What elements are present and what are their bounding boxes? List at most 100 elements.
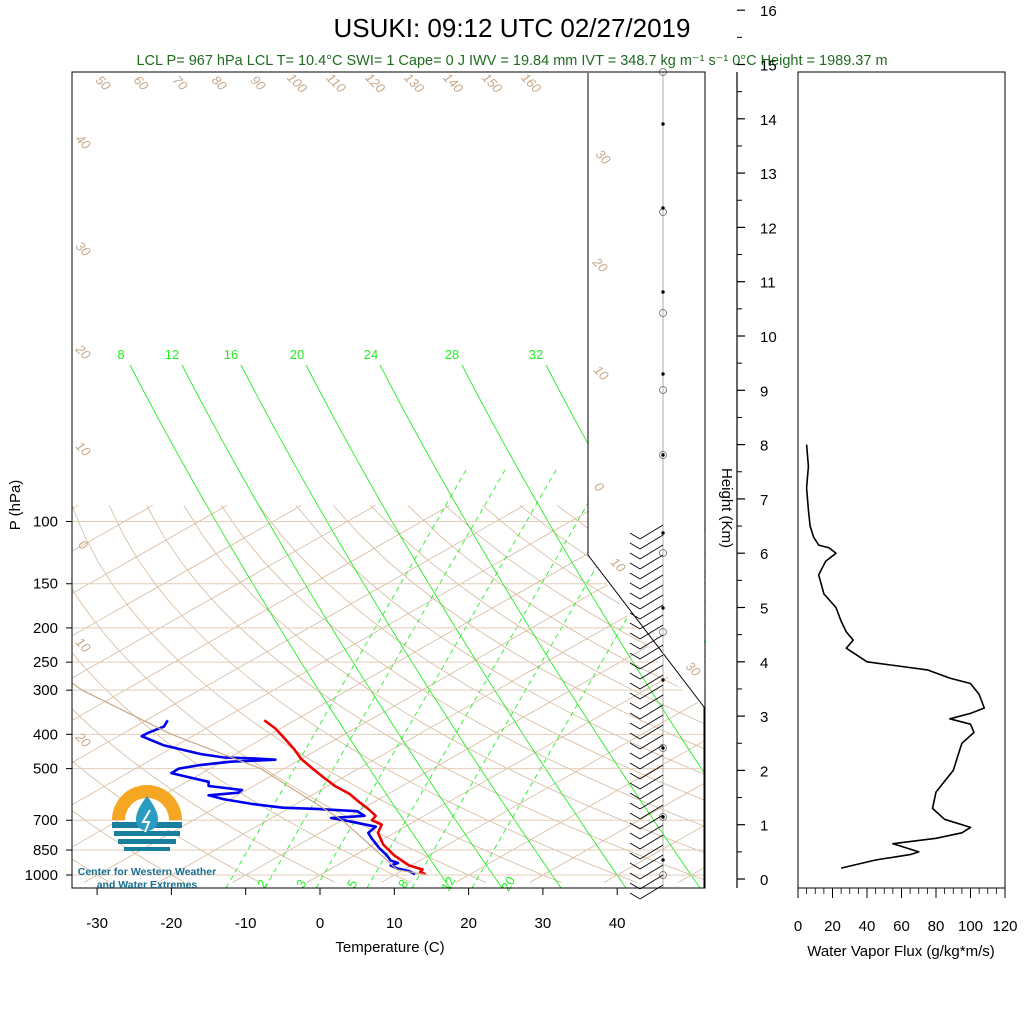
- isotherm-line: [72, 504, 674, 848]
- wind-barb-shaft: [639, 784, 664, 800]
- mixing-ratio-label: 20: [498, 874, 518, 894]
- temperature-tick-label: 30: [535, 915, 552, 932]
- wind-barb-shaft: [639, 614, 664, 630]
- wind-calm-marker: [659, 386, 667, 394]
- pressure-tick-label: 300: [33, 682, 58, 699]
- pressure-tick-label: 100: [33, 514, 58, 531]
- skew-mask: [587, 73, 705, 888]
- height-axis-label: Height (Km): [718, 468, 735, 548]
- height-tick-label: 6: [760, 546, 768, 563]
- wind-barb-shaft: [639, 854, 664, 870]
- wind-barb-shaft: [639, 724, 664, 740]
- isotherm-line: [72, 504, 525, 763]
- wind-level-dot: [661, 206, 665, 210]
- wind-level-dot: [661, 290, 665, 294]
- wind-barb-flag: [629, 782, 641, 790]
- wind-barb-flag: [629, 702, 641, 710]
- isotherm-label: 30: [73, 238, 94, 259]
- flux-frame: [797, 71, 1006, 889]
- dry-adiabat-line: [444, 505, 705, 676]
- wind-barb-shaft: [639, 884, 664, 900]
- mixing-ratio-label: 12: [165, 347, 179, 362]
- chart-subtitle: LCL P= 967 hPa LCL T= 10.4°C SWI= 1 Cape…: [136, 53, 887, 69]
- pressure-axis-label: P (hPa): [7, 480, 24, 531]
- wind-barb-shaft: [639, 564, 664, 580]
- flux-tick-label: 120: [992, 918, 1017, 935]
- wind-barb-flag: [629, 732, 641, 740]
- flux-tick-label: 0: [794, 918, 802, 935]
- isotherm-line: [72, 504, 376, 679]
- skew-mask-edge: [587, 73, 705, 888]
- temperature-tick-label: 0: [316, 915, 324, 932]
- wind-barb-flag: [629, 662, 641, 670]
- wind-barb-shaft: [639, 694, 664, 710]
- isotherm-label: 150: [479, 70, 505, 96]
- mixing-ratio-line: [461, 364, 705, 775]
- height-tick-label: 13: [760, 166, 777, 183]
- pressure-tick-label: 400: [33, 726, 58, 743]
- mixing-ratio-label: 24: [364, 347, 378, 362]
- wind-barb-flag: [629, 812, 641, 820]
- pressure-axis: 100 150 200 250 300 400 500 700 850 1000: [25, 514, 72, 884]
- wind-barb-flag: [629, 622, 641, 630]
- chart-title: USUKI: 09:12 UTC 02/27/2019: [334, 13, 691, 43]
- temperature-tick-label: 10: [386, 915, 403, 932]
- wind-barb-shaft: [639, 664, 664, 680]
- wind-barb-shaft: [639, 634, 664, 650]
- mixing-ratio-label: 2: [254, 877, 271, 891]
- wind-level-dot: [661, 606, 665, 610]
- pressure-tick-label: 700: [33, 812, 58, 829]
- mixing-ratio-label: 3: [293, 877, 310, 891]
- isotherm-label: 100: [284, 70, 310, 96]
- isotherm-line: [753, 505, 1024, 882]
- wind-barb-shaft: [639, 804, 664, 820]
- wind-barb-shaft: [639, 764, 664, 780]
- wind-barb-shaft: [639, 554, 664, 570]
- wind-barb-shaft: [639, 704, 664, 720]
- dry-adiabat-line: [0, 505, 34, 882]
- water-vapor-flux-line: [805, 444, 986, 869]
- wind-barb-flag: [629, 692, 641, 700]
- wind-barb-flag: [629, 682, 641, 690]
- mixing-ratio-label: 32: [529, 347, 543, 362]
- mixing-ratio-grid: [129, 364, 705, 888]
- wind-calm-marker: [659, 309, 667, 317]
- wind-barb-flag: [629, 632, 641, 640]
- flux-tick-label: 80: [928, 918, 945, 935]
- wind-level-dot: [661, 858, 665, 862]
- wind-barb-flag: [629, 872, 641, 880]
- wind-barb-flag: [629, 552, 641, 560]
- mixing-ratio-line: [181, 364, 503, 888]
- wind-barb-shaft: [639, 754, 664, 770]
- height-tick-label: 5: [760, 601, 768, 618]
- wind-barb-shaft: [639, 774, 664, 790]
- height-tick-label: 8: [760, 438, 768, 455]
- temperature-axis: -30 -20 -10 0 10 20 30 40: [86, 888, 626, 932]
- isotherm-label: 10: [73, 438, 94, 459]
- wind-barb-shaft: [639, 834, 664, 850]
- isotherm-label: 110: [324, 70, 350, 96]
- height-tick-label: 10: [760, 329, 777, 346]
- wind-barb-flag: [629, 592, 641, 600]
- isotherm-label: 60: [131, 72, 152, 93]
- wind-barb-shaft: [639, 734, 664, 750]
- isotherm-label: 40: [73, 131, 94, 152]
- mixing-ratio-label: 16: [224, 347, 238, 362]
- wind-barb-flag: [629, 752, 641, 760]
- wind-barb-flag: [629, 582, 641, 590]
- wind-barb-shaft: [639, 744, 664, 760]
- wind-barb-shaft: [639, 544, 664, 560]
- isotherm-label: 20: [72, 341, 94, 363]
- mixing-ratio-label: 8: [117, 347, 124, 362]
- isotherm-label: 130: [401, 70, 427, 96]
- wind-barb-flag: [629, 792, 641, 800]
- wind-barb-flag: [629, 742, 641, 750]
- isotherm-line: [306, 655, 705, 883]
- height-tick-label: 14: [760, 112, 777, 129]
- isotherm-label: 140: [440, 70, 466, 96]
- isotherm-line: [72, 504, 228, 595]
- flux-tick-label: 20: [824, 918, 841, 935]
- isotherm-label: 160: [518, 70, 544, 96]
- flux-axis-label: Water Vapor Flux (g/kg*m/s): [807, 943, 995, 960]
